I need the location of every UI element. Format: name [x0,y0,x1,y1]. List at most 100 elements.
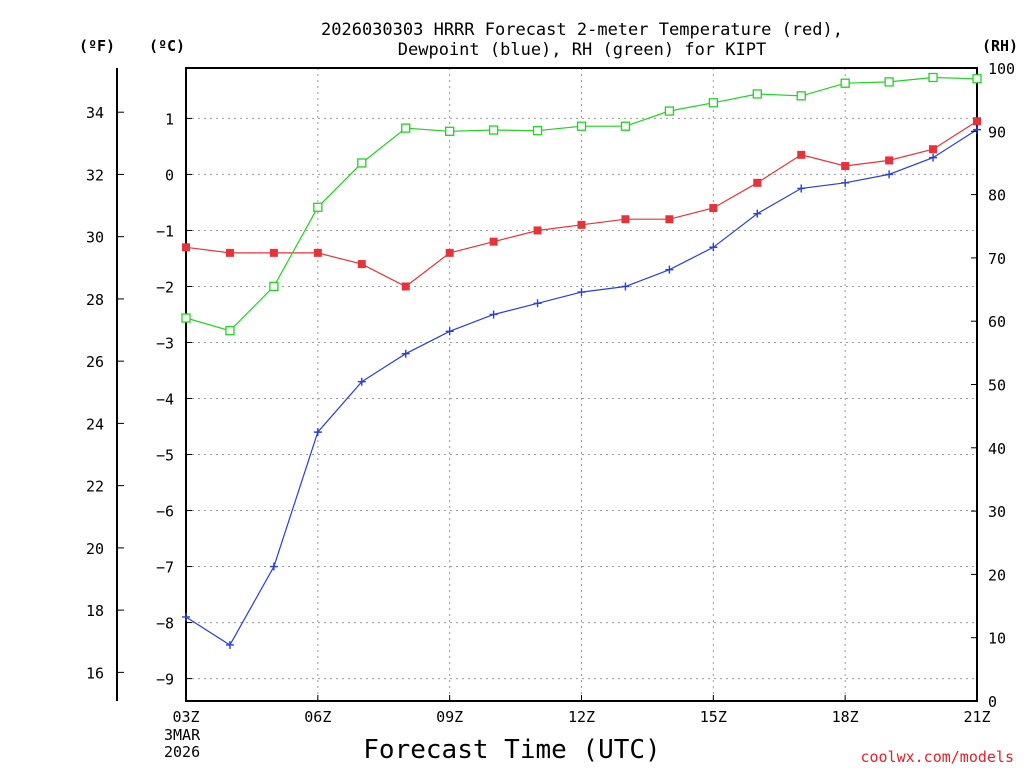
dewpoint-series-point [797,184,806,193]
x-tick-label: 03Z [172,708,199,726]
temperature-series-point [841,162,850,171]
dewpoint-series-point [489,310,498,319]
dewpoint-series-point [621,282,630,291]
rh-series-point [752,89,762,99]
fahrenheit-tick-label: 24 [86,415,104,433]
axes-layer: 03Z 06Z 09Z 12Z 15Z 18Z 21Z −9 −8 −7 −6 −5 −4 −3 −2 −1 0… [86,60,1015,726]
dewpoint-series-point [753,209,762,218]
celsius-tick-label: −5 [156,447,174,465]
rh-tick-label: 40 [988,440,1006,458]
dewpoint-series-point [225,640,234,649]
dewpoint-series-point [577,288,586,297]
celsius-tick-label: −8 [156,615,174,633]
dewpoint-series-point [357,377,366,386]
rh-series-point [225,326,235,336]
plot-frame [185,67,978,702]
rh-tick-label: 60 [988,313,1006,331]
temperature-series-point [445,248,454,257]
rh-tick-label: 20 [988,566,1006,584]
rh-tick-label: 0 [988,693,997,711]
celsius-tick-label: −2 [156,278,174,296]
chart-title-line2: Dewpoint (blue), RH (green) for KIPT [398,40,766,60]
celsius-tick-label: 0 [165,166,174,184]
temperature-series-point [621,215,630,224]
fahrenheit-tick-label: 22 [86,478,104,496]
x-tick-label: 12Z [568,708,595,726]
rh-tick-label: 80 [988,187,1006,205]
dewpoint-series-point [841,178,850,187]
dewpoint-series-point [533,299,542,308]
rh-series-point [269,281,279,292]
fahrenheit-tick-label: 28 [86,291,104,309]
dewpoint-series-point [885,170,894,179]
temperature-series-point [577,220,586,229]
rh-tick-label: 30 [988,503,1006,521]
unit-celsius: (ºC) [149,37,185,55]
rh-series-point [445,126,455,136]
rh-series-point [840,78,850,88]
temperature-series-point [489,237,498,246]
temperature-series-point [973,117,981,126]
temperature-series-point [797,150,806,159]
fahrenheit-tick-label: 20 [86,540,104,558]
fahrenheit-tick-label: 32 [86,166,104,184]
grid [186,68,977,701]
temperature-series-point [313,248,322,257]
celsius-tick-label: −9 [156,671,174,689]
rh-tick-label: 100 [988,60,1015,78]
x-tick-label: 21Z [963,708,990,726]
rh-tick-label: 10 [988,630,1006,648]
rh-tick-label: 50 [988,377,1006,395]
celsius-tick-label: −7 [156,559,174,577]
celsius-tick-label: −1 [156,222,174,240]
rh-series-point [181,313,191,323]
rh-series-point [884,77,894,87]
temperature-series-point [357,260,366,269]
rh-series-point [796,91,806,101]
temperature-series-point [709,204,718,213]
fahrenheit-tick-label: 18 [86,602,104,620]
dewpoint-series-point [929,153,938,162]
rh-series-point [620,121,631,131]
dewpoint-series-point [182,612,190,621]
rh-series-point [708,98,718,108]
x-date-line1: 3MAR [164,726,201,744]
fahrenheit-tick-label: 26 [86,353,104,371]
rh-series-point [972,74,982,84]
temperature-series-point [929,145,938,154]
temperature-series-point [665,215,674,224]
rh-series-point [532,126,543,136]
celsius-tick-label: −6 [156,503,174,521]
rh-series-point [313,202,323,212]
unit-rh: (RH) [982,37,1018,55]
dewpoint-series-point [401,349,410,358]
temperature-series-point [753,178,762,187]
celsius-tick-label: −3 [156,334,174,352]
temperature-series-point [225,248,234,257]
dewpoint-series-point [445,327,454,336]
fahrenheit-tick-label: 34 [86,104,104,122]
x-tick-label: 06Z [304,708,331,726]
temperature-series-point [533,226,542,235]
rh-tick-label: 90 [988,123,1006,141]
rh-tick-label: 70 [988,250,1006,268]
rh-series-point [928,72,938,83]
celsius-tick-label: 1 [165,110,174,128]
rh-series-point [488,125,499,135]
temperature-series-point [401,282,410,291]
dewpoint-series-point [709,243,718,252]
x-tick-label: 15Z [700,708,727,726]
fahrenheit-tick-label: 30 [86,229,104,247]
unit-fahrenheit: (ºF) [79,37,115,55]
x-tick-label: 18Z [832,708,859,726]
dewpoint-series-point [269,562,278,571]
celsius-tick-label: −4 [156,391,174,409]
credit-text: coolwx.com/models [860,748,1014,766]
fahrenheit-tick-label: 16 [86,664,104,682]
dewpoint-series-point [665,265,674,274]
x-axis-label: Forecast Time (UTC) [363,735,660,765]
temperature-series-point [182,243,190,252]
dewpoint-series-point [313,428,322,437]
x-date-line2: 2026 [164,743,200,761]
